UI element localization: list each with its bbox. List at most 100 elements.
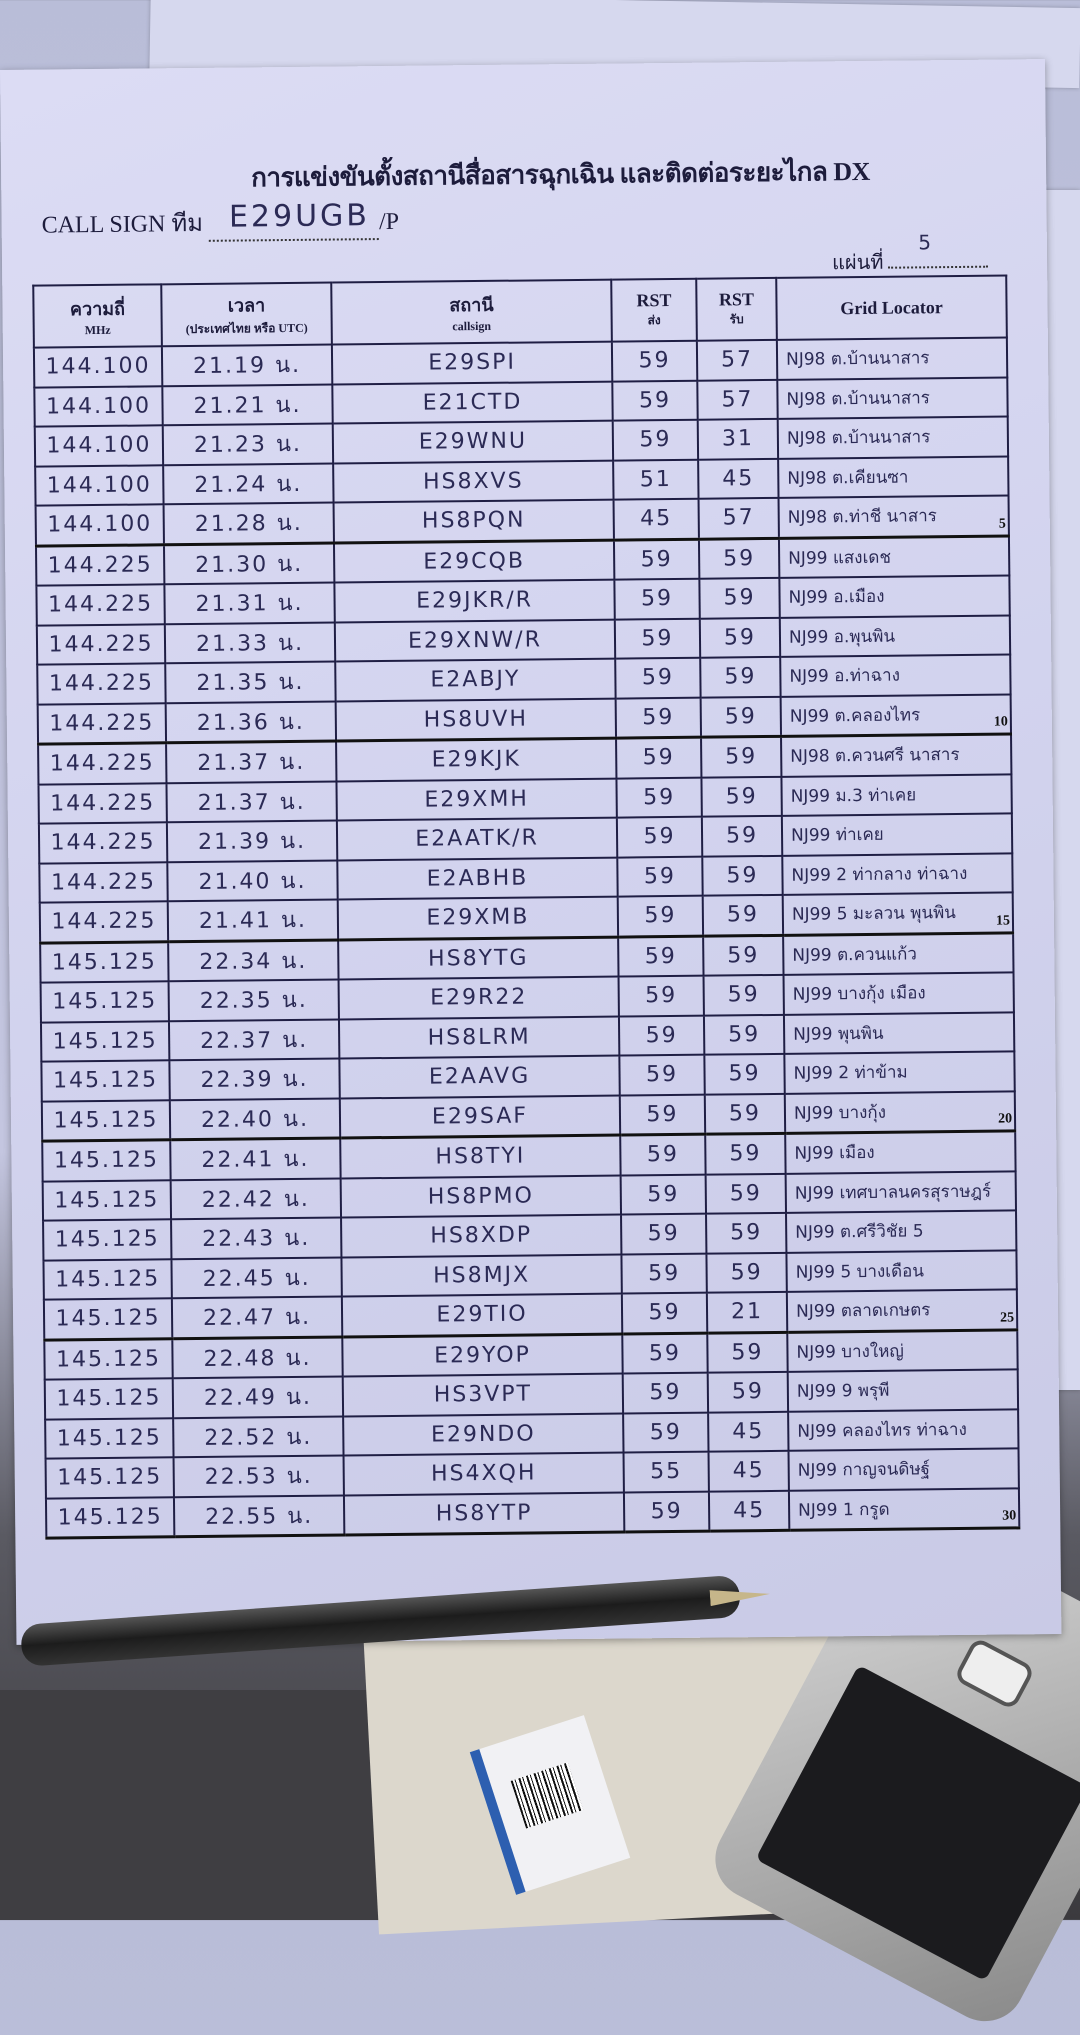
row-number: 20 [997, 1111, 1013, 1127]
cell-freq: 144.225 [37, 702, 167, 745]
cell-rst-sent: 59 [613, 538, 700, 580]
cell-rst-recv: 59 [703, 934, 784, 976]
cell-callsign: E29SPI [331, 341, 613, 385]
cell-time: 22.40 น. [169, 1097, 341, 1140]
cell-freq: 144.225 [39, 901, 169, 943]
row-number: 30 [1002, 1508, 1017, 1524]
cell-rst-sent: 59 [619, 1094, 706, 1136]
row-number: 15 [995, 912, 1011, 929]
cell-callsign: HS3VPT [342, 1373, 624, 1416]
cell-grid: NJ98 ต.ท่าชี นาสาร 5 [778, 495, 1009, 538]
cell-callsign: E2AATK/R [336, 817, 618, 861]
cell-grid: NJ99 5 มะลวน พุนพิน 15 [782, 892, 1014, 935]
cell-freq: 144.100 [33, 346, 163, 388]
cell-callsign: HS8PQN [333, 499, 614, 543]
cell-rst-recv: 21 [706, 1291, 788, 1333]
cell-rst-recv: 59 [704, 1093, 786, 1135]
cell-rst-sent: 59 [617, 856, 703, 897]
cell-callsign: E29R22 [338, 976, 619, 1020]
cell-callsign: E29JKR/R [334, 579, 615, 623]
cell-rst-recv: 59 [707, 1331, 788, 1373]
cell-rst-recv: 59 [700, 656, 781, 698]
cell-freq: 145.125 [40, 1020, 170, 1062]
cell-rst-recv: 59 [703, 974, 784, 1016]
cell-callsign: HS8XDP [341, 1214, 622, 1257]
cell-freq: 144.225 [38, 822, 168, 864]
cell-rst-sent: 55 [623, 1451, 709, 1493]
cell-time: 21.41 น. [167, 899, 339, 942]
cell-rst-recv: 59 [703, 1014, 785, 1055]
sheet-value: 5 [918, 230, 935, 255]
cell-rst-sent: 59 [621, 1292, 708, 1334]
cell-grid: NJ98 ต.บ้านนาสาร [777, 416, 1009, 459]
sheet-number: แผ่นที่ 5 [832, 230, 989, 279]
header-freq: ความถี่ MHz [33, 284, 162, 348]
cell-rst-sent: 59 [615, 657, 701, 699]
cell-grid: NJ99 บางกุ้ง 20 [784, 1090, 1016, 1134]
cell-rst-sent: 59 [616, 777, 702, 818]
cell-grid: NJ99 ต.ควนแก้ว [783, 932, 1014, 975]
cell-freq: 145.125 [45, 1417, 174, 1459]
callsign-suffix: /P [378, 208, 400, 236]
header-time: เวลา (ประเทศไทย หรือ UTC) [161, 282, 332, 347]
cell-grid: NJ98 ต.บ้านนาสาร [777, 376, 1008, 419]
cell-rst-recv: 59 [699, 617, 781, 658]
cell-grid: NJ99 ตลาดเกษตร 25 [786, 1289, 1018, 1332]
header-rst-recv: RST รับ [696, 277, 777, 341]
phone-screen [755, 1664, 1080, 1982]
cell-rst-sent: 59 [618, 1015, 705, 1056]
row-number: 10 [993, 714, 1008, 730]
cell-rst-sent: 45 [613, 498, 699, 540]
cell-freq: 144.225 [39, 861, 168, 903]
cell-callsign: HS8MJX [341, 1254, 622, 1297]
cell-grid: NJ99 บางกุ้ง เมือง [783, 972, 1014, 1015]
cell-callsign: E29YOP [342, 1333, 623, 1377]
cell-freq: 145.125 [43, 1298, 173, 1340]
cell-callsign: E29CQB [333, 539, 615, 583]
cell-rst-recv: 45 [708, 1411, 789, 1452]
cell-time: 22.55 น. [173, 1494, 345, 1537]
cell-grid: NJ99 อ.พุนพิน [779, 614, 1011, 657]
cell-callsign: E29XMB [337, 896, 619, 940]
cell-rst-sent: 59 [622, 1332, 708, 1374]
cell-grid: NJ98 ต.บ้านนาสาร [776, 337, 1008, 380]
cell-grid: NJ99 เทศบาลนครสุราษฎร์ [785, 1170, 1016, 1213]
cell-freq: 145.125 [41, 1099, 171, 1142]
cell-rst-recv: 57 [697, 379, 778, 420]
cell-freq: 144.225 [36, 584, 165, 626]
cell-grid: NJ99 ต.คลองไทร 10 [780, 693, 1012, 737]
cell-rst-recv: 59 [707, 1371, 789, 1413]
cell-rst-recv: 45 [708, 1450, 789, 1492]
barcode [510, 1762, 584, 1829]
callsign-label: CALL SIGN ทีม [41, 210, 204, 239]
phone-dpad [953, 1636, 1036, 1711]
cell-time: 21.19 น. [161, 344, 333, 386]
header-row: ความถี่ MHz เวลา (ประเทศไทย หรือ UTC) สถาน… [33, 275, 1007, 348]
cell-time: 21.37 น. [166, 781, 337, 823]
cell-callsign: HS8LRM [338, 1016, 620, 1059]
cell-callsign: E29XNW/R [334, 619, 616, 662]
cell-freq: 145.125 [43, 1258, 172, 1300]
cell-freq: 145.125 [44, 1378, 174, 1420]
cell-freq: 145.125 [45, 1496, 175, 1539]
cell-callsign: E29WNU [332, 420, 614, 464]
cell-callsign: HS8YTP [343, 1492, 625, 1535]
cell-freq: 145.125 [43, 1219, 172, 1261]
cell-rst-recv: 31 [697, 418, 779, 460]
cell-rst-recv: 59 [702, 894, 784, 936]
header-rst-sent: RST ส่ง [611, 278, 697, 342]
cell-freq: 144.100 [35, 464, 164, 506]
callsign-value: E29UGB [228, 198, 371, 235]
cell-callsign: E2ABJY [335, 658, 616, 702]
cell-rst-sent: 59 [614, 578, 700, 620]
cell-time: 22.35 น. [168, 979, 339, 1021]
cell-rst-sent: 51 [613, 459, 699, 500]
cell-rst-sent: 59 [618, 975, 704, 1017]
cell-rst-recv: 59 [699, 577, 780, 619]
cell-rst-recv: 59 [705, 1173, 787, 1214]
cell-rst-sent: 59 [623, 1412, 709, 1453]
cell-time: 21.36 น. [165, 701, 337, 743]
cell-freq: 144.225 [38, 742, 167, 785]
callsign-field: E29UGB [208, 198, 380, 242]
cell-rst-recv: 59 [706, 1252, 787, 1293]
